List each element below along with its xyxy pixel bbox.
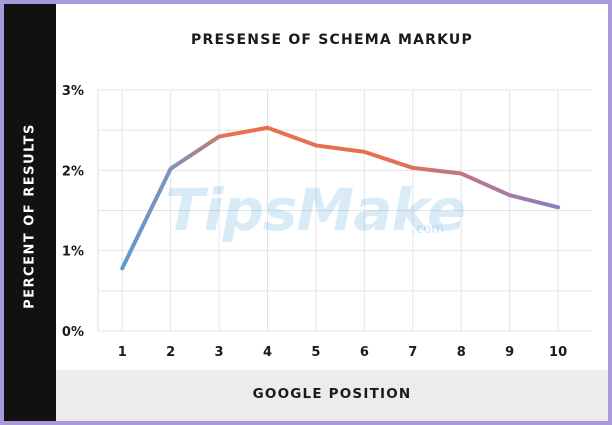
x-tick-label-2: 2 (166, 345, 175, 360)
y-tick-label-1: 1% (62, 245, 84, 260)
x-tick-label-8: 8 (457, 345, 466, 360)
watermark-suffix: .com (412, 222, 444, 237)
x-tick-label-1: 1 (118, 345, 127, 360)
y-tick-label-3: 3% (62, 84, 84, 99)
series-line (120, 125, 561, 271)
x-tick-label-9: 9 (505, 345, 514, 360)
chart-title: PRESENSE OF SCHEMA MARKUP (191, 32, 473, 48)
x-tick-label-3: 3 (215, 345, 224, 360)
x-axis-label: GOOGLE POSITION (252, 386, 412, 402)
x-tick-label-6: 6 (360, 345, 369, 360)
x-axis-band (56, 370, 608, 421)
y-tick-label-0: 0% (62, 325, 84, 340)
y-tick-label-2: 2% (62, 164, 84, 179)
y-axis-band (4, 4, 56, 421)
x-tick-label-10: 10 (549, 345, 567, 360)
x-tick-label-5: 5 (311, 345, 320, 360)
watermark-logo: TipsMake (165, 176, 466, 244)
x-tick-label-4: 4 (263, 345, 272, 360)
x-tick-label-7: 7 (408, 345, 417, 360)
